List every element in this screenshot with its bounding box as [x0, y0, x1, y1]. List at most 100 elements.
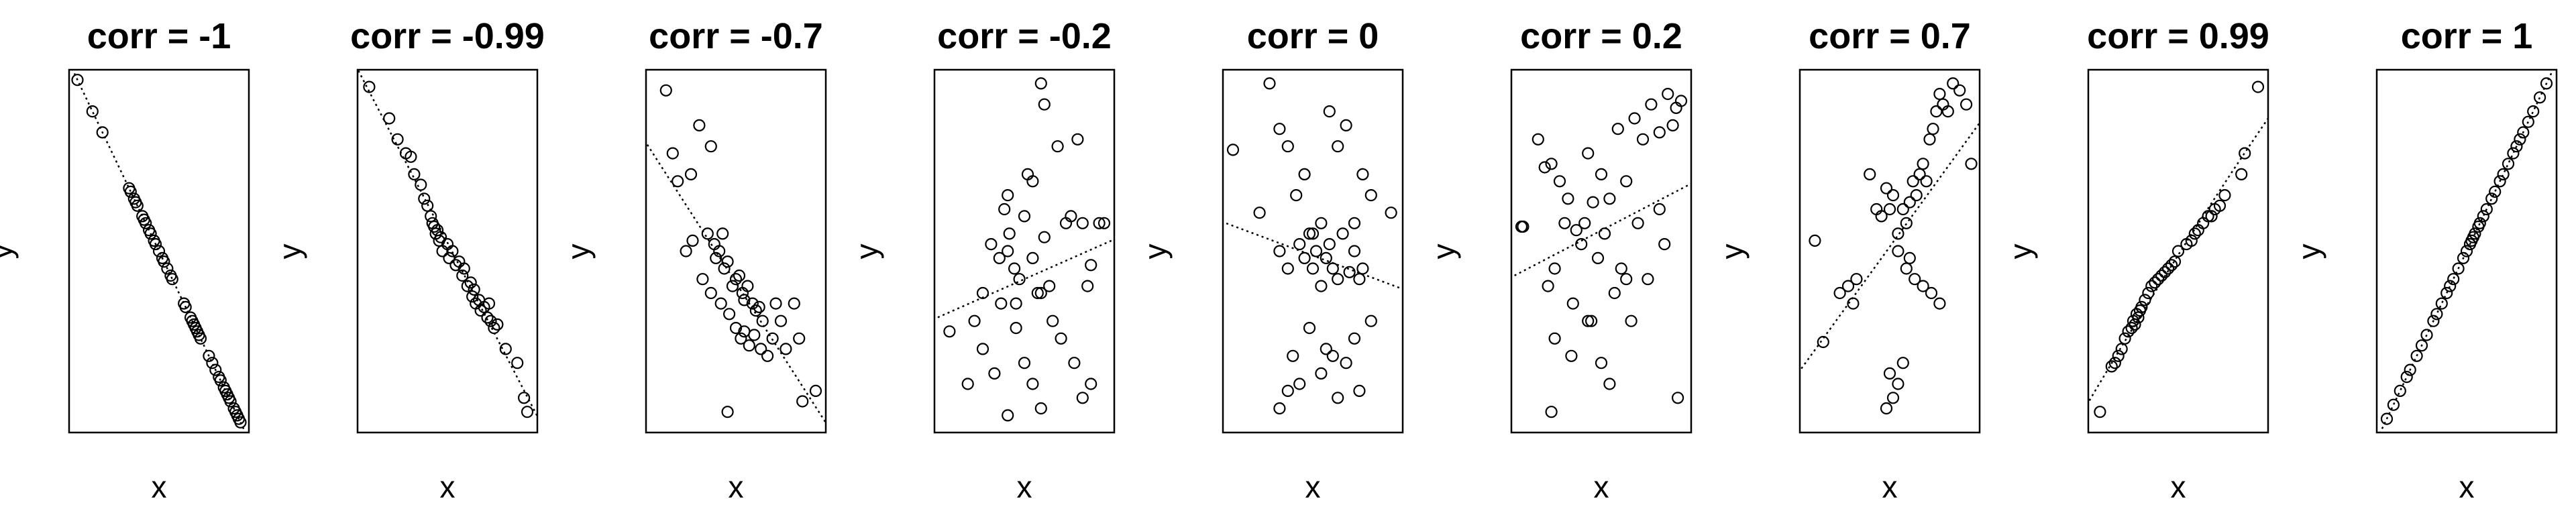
data-point [391, 133, 404, 146]
scatter-panel-6: corr = 0.2 y x [1426, 16, 1693, 504]
scatter-panel-5: corr = 0 y x [1138, 16, 1404, 504]
data-point [1666, 119, 1679, 131]
data-point [1026, 251, 1039, 264]
data-point [1002, 245, 1014, 258]
data-point [1034, 286, 1047, 300]
fit-line [358, 70, 537, 418]
x-axis-label: x [729, 469, 744, 504]
data-point [722, 308, 736, 321]
data-point [735, 332, 747, 345]
data-point [1833, 286, 1846, 300]
data-point [2540, 77, 2553, 90]
data-point [1031, 286, 1044, 300]
data-point [443, 251, 455, 264]
data-point [2171, 245, 2185, 258]
data-point [1933, 88, 1946, 101]
data-point [2440, 286, 2453, 300]
data-point [2394, 384, 2406, 398]
plot-frame [1510, 68, 1693, 434]
data-point [1018, 210, 1031, 223]
data-point [1051, 140, 1064, 153]
data-point [466, 290, 479, 303]
data-point [993, 251, 1006, 264]
data-point [1309, 245, 1323, 258]
scatter-panel-3: corr = -0.7 y x [561, 16, 827, 504]
data-point [2108, 357, 2121, 369]
data-point [1320, 251, 1332, 264]
x-axis-label: x [2459, 469, 2475, 504]
data-point [1608, 286, 1621, 300]
data-point [1326, 349, 1339, 362]
data-point [1923, 133, 1936, 146]
plot-frame [2087, 68, 2269, 434]
data-point [1913, 168, 1926, 180]
data-point [425, 210, 437, 223]
data-point [383, 112, 396, 125]
data-point [684, 168, 698, 180]
data-point [511, 357, 524, 369]
data-point [1625, 314, 1638, 327]
data-point [1628, 112, 1641, 125]
data-point [1293, 378, 1306, 390]
data-point [1323, 105, 1336, 118]
data-point [1097, 217, 1111, 229]
data-point [1920, 175, 1933, 188]
data-point [405, 150, 417, 163]
data-point [1558, 217, 1571, 229]
data-point [434, 231, 447, 243]
data-point [716, 227, 729, 240]
data-point [2477, 210, 2489, 223]
data-point [793, 332, 806, 345]
data-point [499, 343, 512, 355]
data-point [1960, 98, 1973, 111]
data-point [2473, 217, 2486, 229]
data-point [1611, 123, 1624, 135]
data-point [1582, 314, 1595, 327]
data-point [714, 297, 727, 310]
data-point [2122, 325, 2135, 338]
data-point [1927, 123, 1939, 135]
data-point [1290, 189, 1303, 202]
data-point [1850, 273, 1863, 286]
data-point [738, 294, 751, 306]
data-point [1002, 409, 1014, 422]
data-point [1076, 217, 1089, 229]
data-point [1645, 98, 1658, 111]
data-point [1598, 227, 1611, 240]
data-point [743, 339, 755, 352]
data-point [1947, 77, 1960, 90]
data-point [1566, 297, 1579, 310]
data-point [2430, 308, 2443, 321]
data-point [71, 74, 84, 87]
data-point [672, 175, 684, 188]
data-point [131, 199, 144, 212]
data-point [998, 203, 1011, 216]
data-point [1658, 238, 1671, 251]
data-point [2251, 80, 2265, 93]
data-point [1886, 392, 1900, 404]
data-point [1065, 210, 1077, 223]
data-point [761, 349, 774, 362]
data-point [2159, 266, 2171, 278]
data-point [206, 357, 219, 369]
data-point [729, 322, 743, 335]
data-point [988, 367, 1001, 380]
data-point [1008, 262, 1021, 275]
data-point [1306, 262, 1320, 275]
data-point [985, 238, 998, 251]
data-point [234, 416, 247, 428]
data-point [140, 217, 152, 229]
data-point [1595, 168, 1608, 180]
data-point [1892, 245, 1904, 258]
data-point [1273, 123, 1286, 135]
data-point [2142, 286, 2155, 300]
data-point [456, 269, 469, 282]
data-point [1076, 392, 1089, 404]
data-point [124, 185, 137, 198]
data-point [1315, 280, 1328, 292]
fit-line [2088, 117, 2268, 404]
data-point [748, 329, 761, 341]
data-point [1653, 203, 1666, 216]
data-point [1615, 262, 1627, 275]
data-point [1591, 251, 1605, 264]
